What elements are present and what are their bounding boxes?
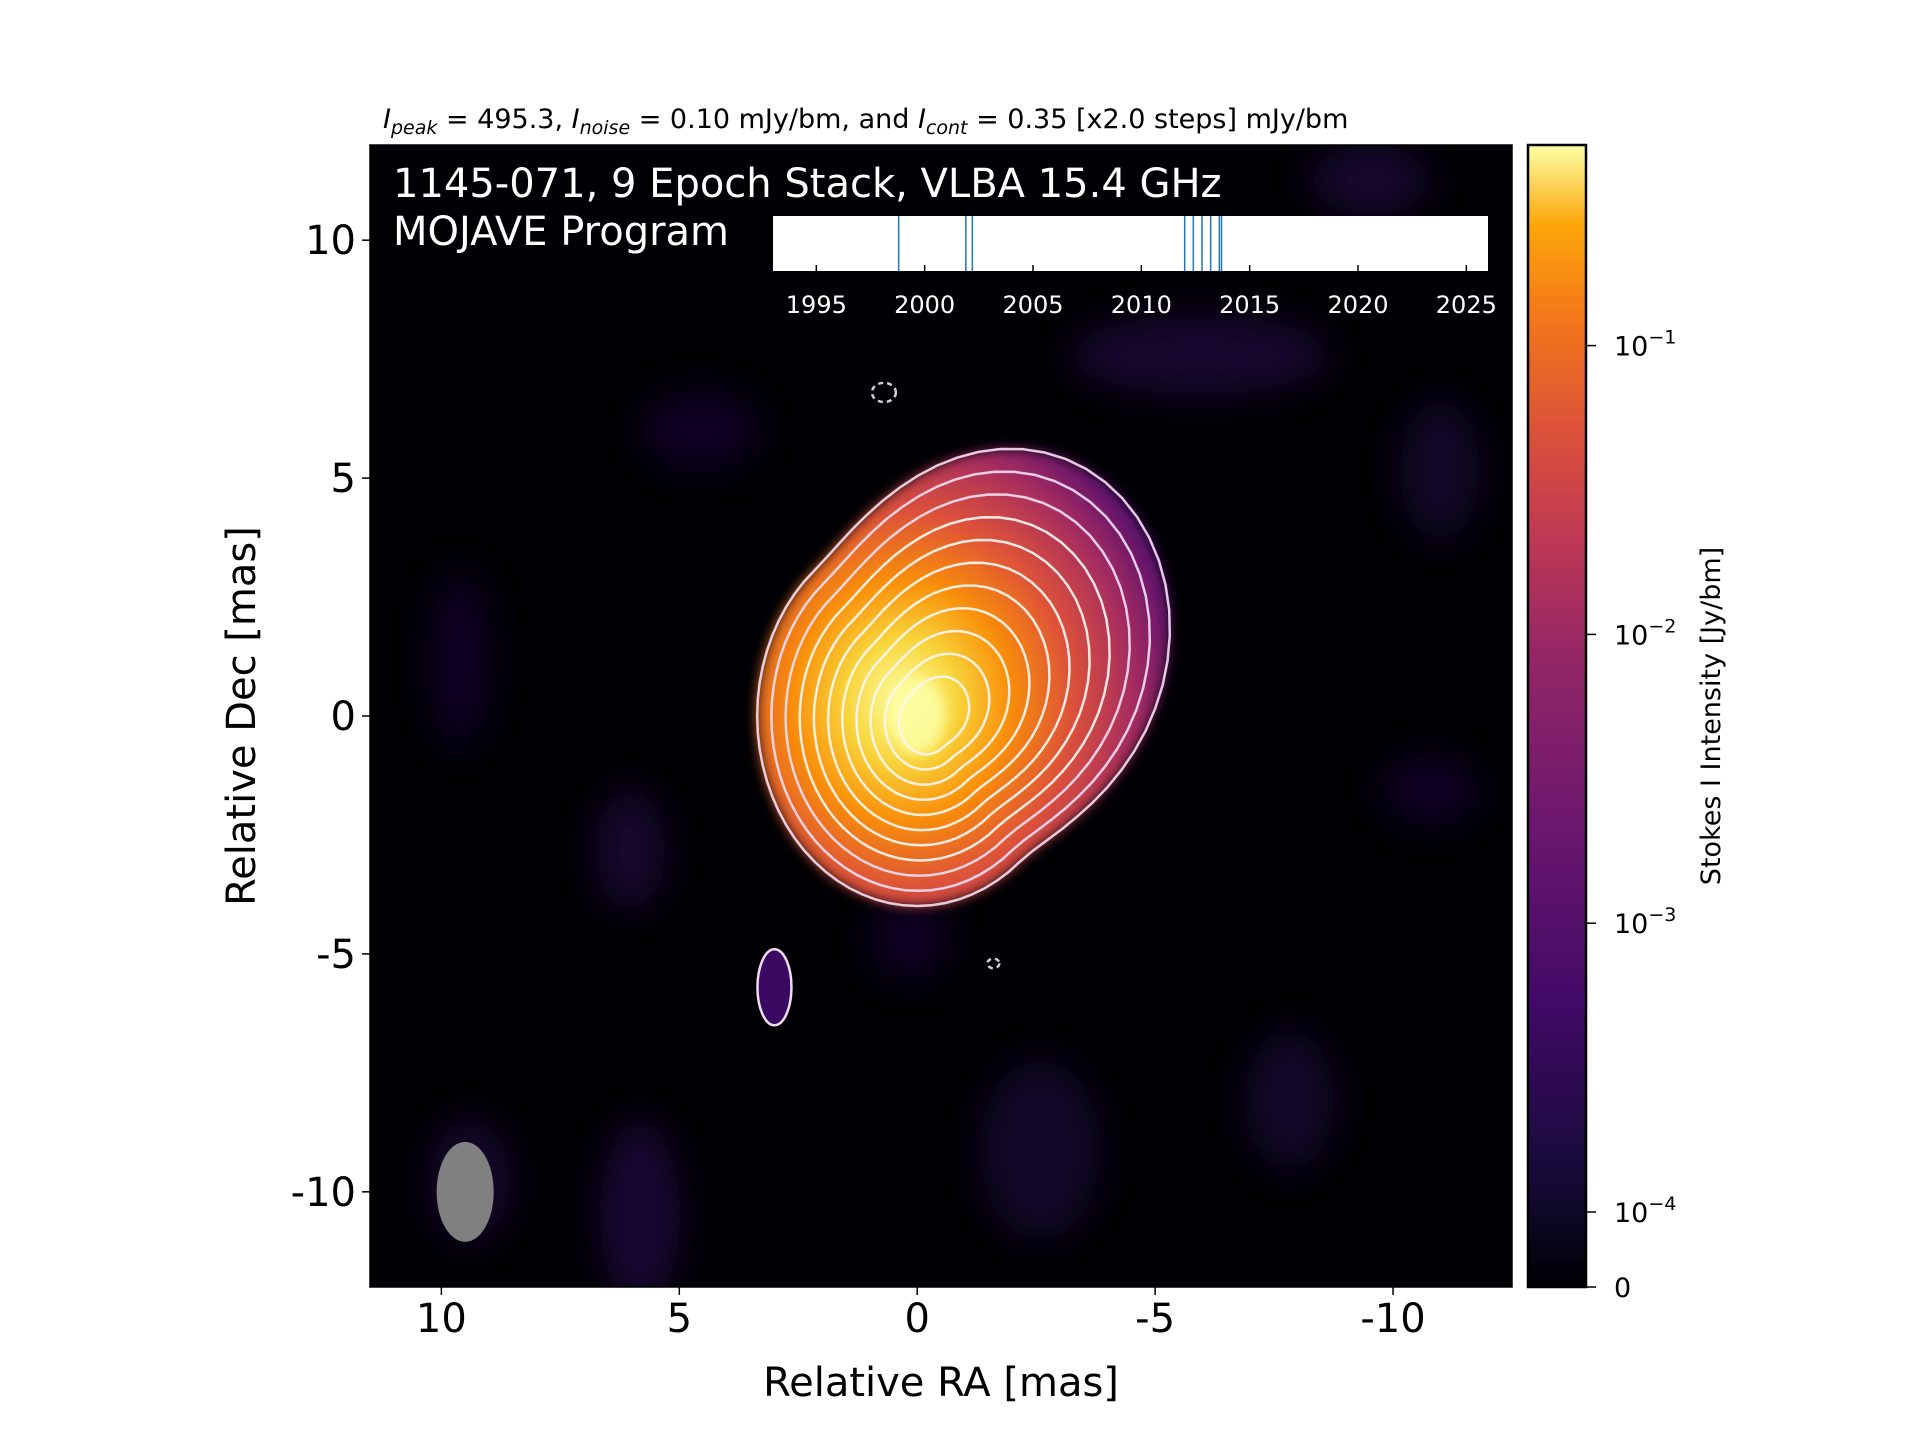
timeline-tick-label: 2000	[894, 291, 955, 319]
colorbar-tick-label: 0	[1614, 1273, 1631, 1304]
y-tick-label: 0	[331, 694, 356, 740]
x-axis-label: Relative RA [mas]	[763, 1360, 1119, 1406]
contour-level	[798, 516, 1111, 862]
x-tick-label: -10	[1360, 1296, 1425, 1342]
x-axis-ticks: 10 5 0 -5 -10	[416, 1287, 1426, 1342]
timeline-tick-label: 1995	[786, 291, 847, 319]
core-glow	[757, 449, 1170, 906]
negative-isolated-contour	[986, 957, 1001, 970]
contour-level	[855, 607, 1031, 802]
contour-set	[755, 447, 1172, 908]
contour-level	[897, 675, 971, 756]
contour-level	[826, 561, 1071, 832]
contour-level	[784, 493, 1131, 877]
y-tick-label: -5	[316, 932, 356, 978]
contour-level	[841, 584, 1051, 817]
colorbar-tick-label: 10−1	[1614, 327, 1676, 363]
timeline-ticks: 1995 2000 2005 2010 2015 2020 2025	[786, 265, 1497, 319]
timeline-box	[773, 216, 1488, 271]
contour-level	[770, 470, 1152, 893]
contour-level	[869, 629, 1011, 786]
positive-isolated-contour	[756, 947, 793, 1027]
negative-isolated-contour	[870, 381, 898, 404]
x-tick-label: -5	[1135, 1296, 1175, 1342]
y-tick-label: 10	[305, 218, 356, 264]
colorbar-tick-label: 10−2	[1614, 615, 1676, 651]
colorbar-tick-label: 10−4	[1614, 1193, 1676, 1229]
y-tick-label: 5	[331, 456, 356, 502]
image-label-line1: 1145-071, 9 Epoch Stack, VLBA 15.4 GHz	[393, 161, 1222, 207]
timeline-tick-label: 2010	[1111, 291, 1172, 319]
y-axis-ticks: 10 5 0 -5 -10	[291, 218, 370, 1216]
timeline-tick-label: 2020	[1327, 291, 1388, 319]
core-emission	[757, 449, 1170, 906]
contour-level	[883, 652, 991, 771]
x-tick-label: 10	[416, 1296, 467, 1342]
colorbar-label: Stokes I Intensity [Jy/bm]	[1696, 547, 1727, 885]
epoch-lines	[897, 216, 1223, 271]
timeline-tick-label: 2015	[1219, 291, 1280, 319]
contour-level	[812, 538, 1091, 847]
isolated-contours	[756, 381, 1001, 1027]
colorbar-ticks: 10−1 10−2 10−3 10−4 0	[1586, 327, 1676, 1304]
image-plot-area: 1145-071, 9 Epoch Stack, VLBA 15.4 GHz M…	[370, 145, 1512, 1287]
core-peak	[889, 678, 946, 754]
timeline-tick-label: 2025	[1436, 291, 1497, 319]
contour-level	[755, 447, 1172, 908]
chart-title: Ipeak = 495.3, Inoise = 0.10 mJy/bm, and…	[383, 104, 1348, 139]
colorbar-tick-label: 10−3	[1614, 904, 1676, 940]
x-tick-label: 0	[904, 1296, 929, 1342]
x-tick-label: 5	[667, 1296, 692, 1342]
epoch-timeline-inset: 1995 2000 2005 2010 2015 2020 2025	[773, 216, 1497, 319]
y-tick-label: -10	[291, 1170, 356, 1216]
timeline-tick-label: 2005	[1002, 291, 1063, 319]
beam-ellipse	[436, 1141, 494, 1242]
y-axis-label: Relative Dec [mas]	[219, 526, 265, 906]
colorbar	[1526, 143, 1588, 1289]
image-label-line2: MOJAVE Program	[393, 209, 729, 255]
